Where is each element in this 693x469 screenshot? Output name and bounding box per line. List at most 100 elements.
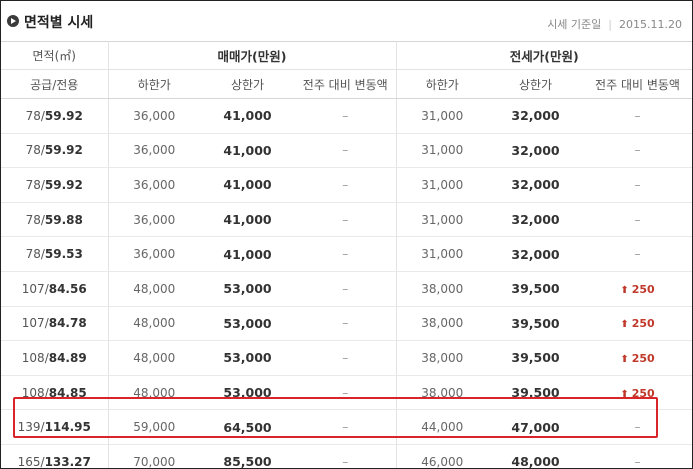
table-row: 78/59.53 36,000 41,000 – 31,000 32,000 – (1, 236, 692, 272)
jeonse-high-cell: 39,500 (488, 306, 583, 342)
price-basis-info: 시세 기준일 | 2015.11.20 (547, 16, 682, 32)
exclusive-area: 84.56 (48, 281, 87, 296)
highlight-box (13, 397, 658, 438)
up-arrow-icon: ⬆ (620, 284, 629, 296)
area-cell: 108/84.89 (1, 340, 108, 376)
jeonse-high-cell: 32,000 (488, 133, 583, 169)
sale-low-cell: 36,000 (107, 167, 200, 203)
jeonse-change-cell: ⬆ 250 (583, 271, 692, 307)
jeonse-high-cell: 32,000 (488, 167, 583, 203)
exclusive-area: 84.78 (48, 316, 87, 331)
change-value: 250 (631, 317, 655, 331)
jeonse-low-cell: 38,000 (395, 306, 488, 342)
sale-change-cell: – (295, 340, 396, 376)
jeonse-change-cell: – (583, 202, 692, 238)
sale-high-cell: 41,000 (200, 167, 295, 203)
jeonse-change-cell: – (583, 98, 692, 134)
supply-area: 78 (25, 108, 41, 123)
sale-price-group-header: 매매가(만원) (107, 41, 396, 70)
area-cell: 78/59.53 (1, 236, 108, 272)
up-arrow-icon: ⬆ (620, 353, 629, 365)
table-row: 108/84.89 48,000 53,000 – 38,000 39,500 … (1, 340, 692, 376)
jeonse-change-header: 전주 대비 변동액 (583, 69, 692, 99)
jeonse-change-cell: ⬆ 250 (583, 340, 692, 376)
table-row: 139/114.95 59,000 64,500 – 44,000 47,000… (1, 409, 692, 445)
area-cell: 108/84.85 (1, 375, 108, 411)
jeonse-change-cell: – (583, 444, 692, 468)
jeonse-high-cell: 32,000 (488, 236, 583, 272)
basis-date: 2015.11.20 (619, 18, 682, 31)
jeonse-change-cell: – (583, 409, 692, 445)
sale-low-cell: 36,000 (107, 236, 200, 272)
area-cell: 139/114.95 (1, 409, 108, 445)
exclusive-area: 59.92 (44, 108, 83, 123)
sale-low-cell: 36,000 (107, 98, 200, 134)
jeonse-high-cell: 32,000 (488, 202, 583, 238)
supply-area: 78 (25, 212, 41, 227)
jeonse-high-cell: 39,500 (488, 271, 583, 307)
exclusive-area: 59.92 (44, 143, 83, 158)
jeonse-change-cell: – (583, 167, 692, 203)
area-cell: 78/59.92 (1, 133, 108, 169)
exclusive-area: 84.85 (48, 385, 87, 400)
table-row: 108/84.85 48,000 53,000 – 38,000 39,500 … (1, 375, 692, 411)
sale-change-cell: – (295, 133, 396, 169)
exclusive-area: 59.88 (44, 212, 83, 227)
jeonse-low-cell: 31,000 (395, 202, 488, 238)
sale-low-cell: 48,000 (107, 375, 200, 411)
increase-badge: ⬆ 250 (620, 283, 654, 296)
jeonse-high-cell: 39,500 (488, 375, 583, 411)
price-table: 면적(㎡) 매매가(만원) 전세가(만원) 공급/전용 하한가 상한가 전주 대… (1, 41, 692, 469)
jeonse-high-cell: 47,000 (488, 409, 583, 445)
jeonse-high-header: 상한가 (488, 69, 583, 99)
exclusive-area: 114.95 (44, 420, 91, 435)
jeonse-low-cell: 31,000 (395, 133, 488, 169)
supply-area: 165 (17, 454, 41, 469)
area-cell: 78/59.92 (1, 167, 108, 203)
up-arrow-icon: ⬆ (620, 319, 629, 331)
divider: | (608, 18, 613, 31)
table-row: 78/59.92 36,000 41,000 – 31,000 32,000 – (1, 98, 692, 134)
sale-high-cell: 41,000 (200, 236, 295, 272)
area-cell: 78/59.88 (1, 202, 108, 238)
price-table-body: 78/59.92 36,000 41,000 – 31,000 32,000 –… (1, 98, 692, 469)
table-row: 165/133.27 70,000 85,500 – 46,000 48,000… (1, 444, 692, 469)
sale-change-cell: – (295, 98, 396, 134)
sale-high-cell: 41,000 (200, 98, 295, 134)
sale-change-header: 전주 대비 변동액 (295, 69, 396, 99)
sale-high-cell: 64,500 (200, 409, 295, 445)
basis-label: 시세 기준일 (547, 18, 602, 31)
sale-change-cell: – (295, 271, 396, 307)
jeonse-low-header: 하한가 (395, 69, 488, 99)
table-row: 107/84.56 48,000 53,000 – 38,000 39,500 … (1, 271, 692, 307)
jeonse-change-cell: – (583, 133, 692, 169)
exclusive-area: 59.53 (44, 247, 83, 262)
sale-change-cell: – (295, 444, 396, 468)
increase-badge: ⬆ 250 (620, 317, 654, 330)
supply-area: 108 (21, 350, 45, 365)
sale-change-cell: – (295, 167, 396, 203)
sale-change-cell: – (295, 236, 396, 272)
sale-low-cell: 70,000 (107, 444, 200, 468)
sale-change-cell: – (295, 409, 396, 445)
supply-exclusive-header: 공급/전용 (1, 69, 108, 99)
exclusive-area: 133.27 (44, 454, 91, 469)
increase-badge: ⬆ 250 (620, 387, 654, 400)
sale-high-cell: 53,000 (200, 340, 295, 376)
area-cell: 78/59.92 (1, 98, 108, 134)
supply-area: 78 (25, 177, 41, 192)
jeonse-low-cell: 44,000 (395, 409, 488, 445)
exclusive-area: 59.92 (44, 177, 83, 192)
supply-area: 78 (25, 247, 41, 262)
jeonse-low-cell: 38,000 (395, 340, 488, 376)
sale-high-cell: 53,000 (200, 271, 295, 307)
jeonse-high-cell: 32,000 (488, 98, 583, 134)
supply-area: 139 (17, 420, 41, 435)
sale-low-cell: 36,000 (107, 202, 200, 238)
sale-high-cell: 41,000 (200, 133, 295, 169)
jeonse-low-cell: 46,000 (395, 444, 488, 468)
sale-low-cell: 48,000 (107, 340, 200, 376)
jeonse-price-group-header: 전세가(만원) (395, 41, 692, 70)
table-row: 107/84.78 48,000 53,000 – 38,000 39,500 … (1, 306, 692, 342)
